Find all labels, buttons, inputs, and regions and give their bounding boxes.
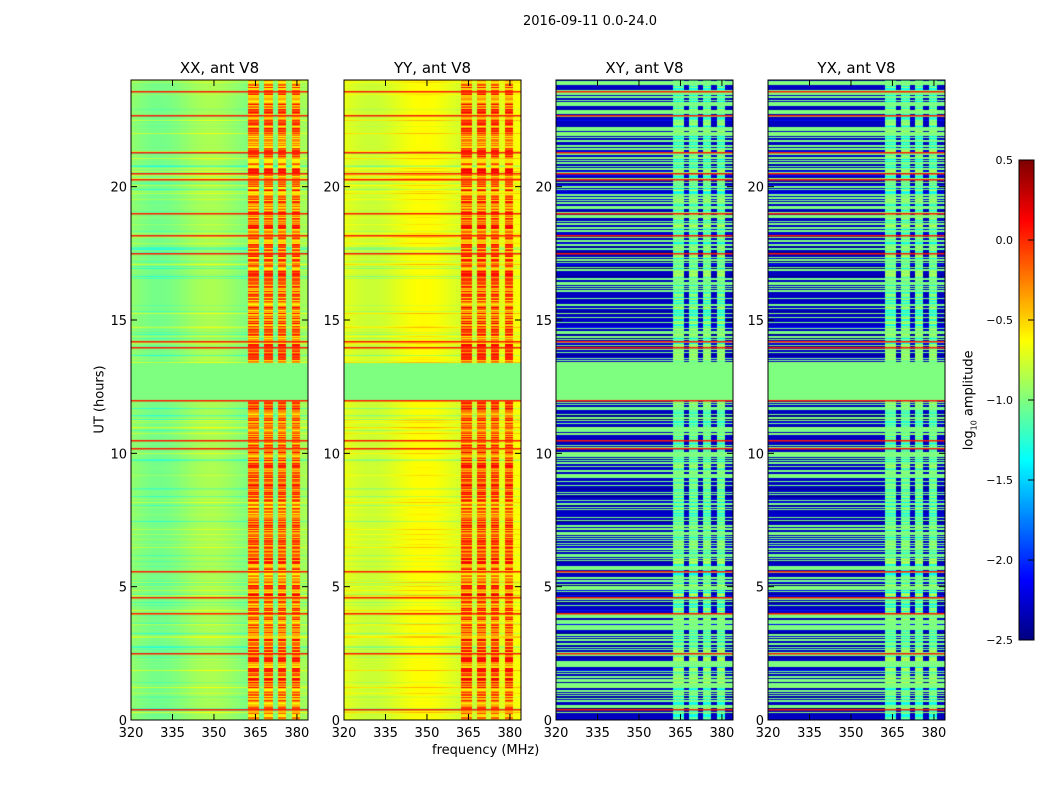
colorbar-label: log10 amplitude [961,350,979,451]
y-tick-label: 15 [323,314,340,329]
colorbar-tick-label: 0.0 [996,234,1014,247]
figure-title: 2016-09-11 0.0-24.0 [523,14,657,29]
x-tick-label: 320 [756,726,781,741]
y-tick-label: 5 [332,581,340,596]
colorbar [1019,160,1034,640]
y-tick-label: 15 [110,314,127,329]
y-tick-label: 5 [119,581,127,596]
y-tick-label: 15 [747,314,764,329]
panel-title-yx: YX, ant V8 [817,59,896,77]
x-axis-label: frequency (MHz) [432,743,540,758]
x-tick-label: 320 [544,726,569,741]
heatmap-yx [768,80,945,720]
x-tick-label: 350 [202,726,227,741]
y-tick-label: 0 [544,714,552,729]
x-tick-label: 365 [880,726,905,741]
panel-frame [767,79,946,721]
panel-frame [343,79,522,721]
y-tick-label: 10 [535,447,552,462]
colorbar-tick-label: −1.0 [986,394,1013,407]
colorbar-tick-label: −2.0 [986,554,1013,567]
y-tick-label: 10 [747,447,764,462]
x-tick-label: 380 [710,726,735,741]
x-tick-label: 335 [160,726,185,741]
y-tick-label: 5 [756,581,764,596]
panel-frame [130,79,309,721]
y-tick-label: 0 [756,714,764,729]
panel-frame [555,79,734,721]
x-tick-label: 380 [285,726,310,741]
x-tick-label: 350 [839,726,864,741]
y-tick-label: 0 [119,714,127,729]
y-tick-label: 5 [544,581,552,596]
y-tick-label: 20 [535,181,552,196]
x-tick-label: 335 [585,726,610,741]
panel-title-xx: XX, ant V8 [179,59,260,77]
x-tick-label: 320 [332,726,357,741]
y-tick-label: 10 [323,447,340,462]
x-tick-label: 365 [668,726,693,741]
x-tick-label: 320 [119,726,144,741]
heatmap-xy [556,80,733,720]
colorbar-tick-label: 0.5 [996,154,1014,167]
x-tick-label: 365 [243,726,268,741]
colorbar-tick-label: −2.5 [986,634,1013,647]
y-tick-label: 10 [110,447,127,462]
y-tick-label: 20 [323,181,340,196]
heatmap-xx [131,80,308,720]
x-tick-label: 365 [456,726,481,741]
panel-title-xy: XY, ant V8 [605,59,684,77]
colorbar-tick-label: −1.5 [986,474,1013,487]
y-tick-label: 20 [110,181,127,196]
x-tick-label: 350 [627,726,652,741]
y-tick-label: 15 [535,314,552,329]
heatmap-yy [344,80,521,720]
y-axis-label: UT (hours) [92,365,108,434]
x-tick-label: 380 [922,726,947,741]
colorbar-tick-label: −0.5 [986,314,1013,327]
x-tick-label: 335 [373,726,398,741]
y-tick-label: 20 [747,181,764,196]
y-tick-label: 0 [332,714,340,729]
panel-title-yy: YY, ant V8 [393,59,471,77]
x-tick-label: 335 [797,726,822,741]
x-tick-label: 380 [498,726,523,741]
x-tick-label: 350 [415,726,440,741]
